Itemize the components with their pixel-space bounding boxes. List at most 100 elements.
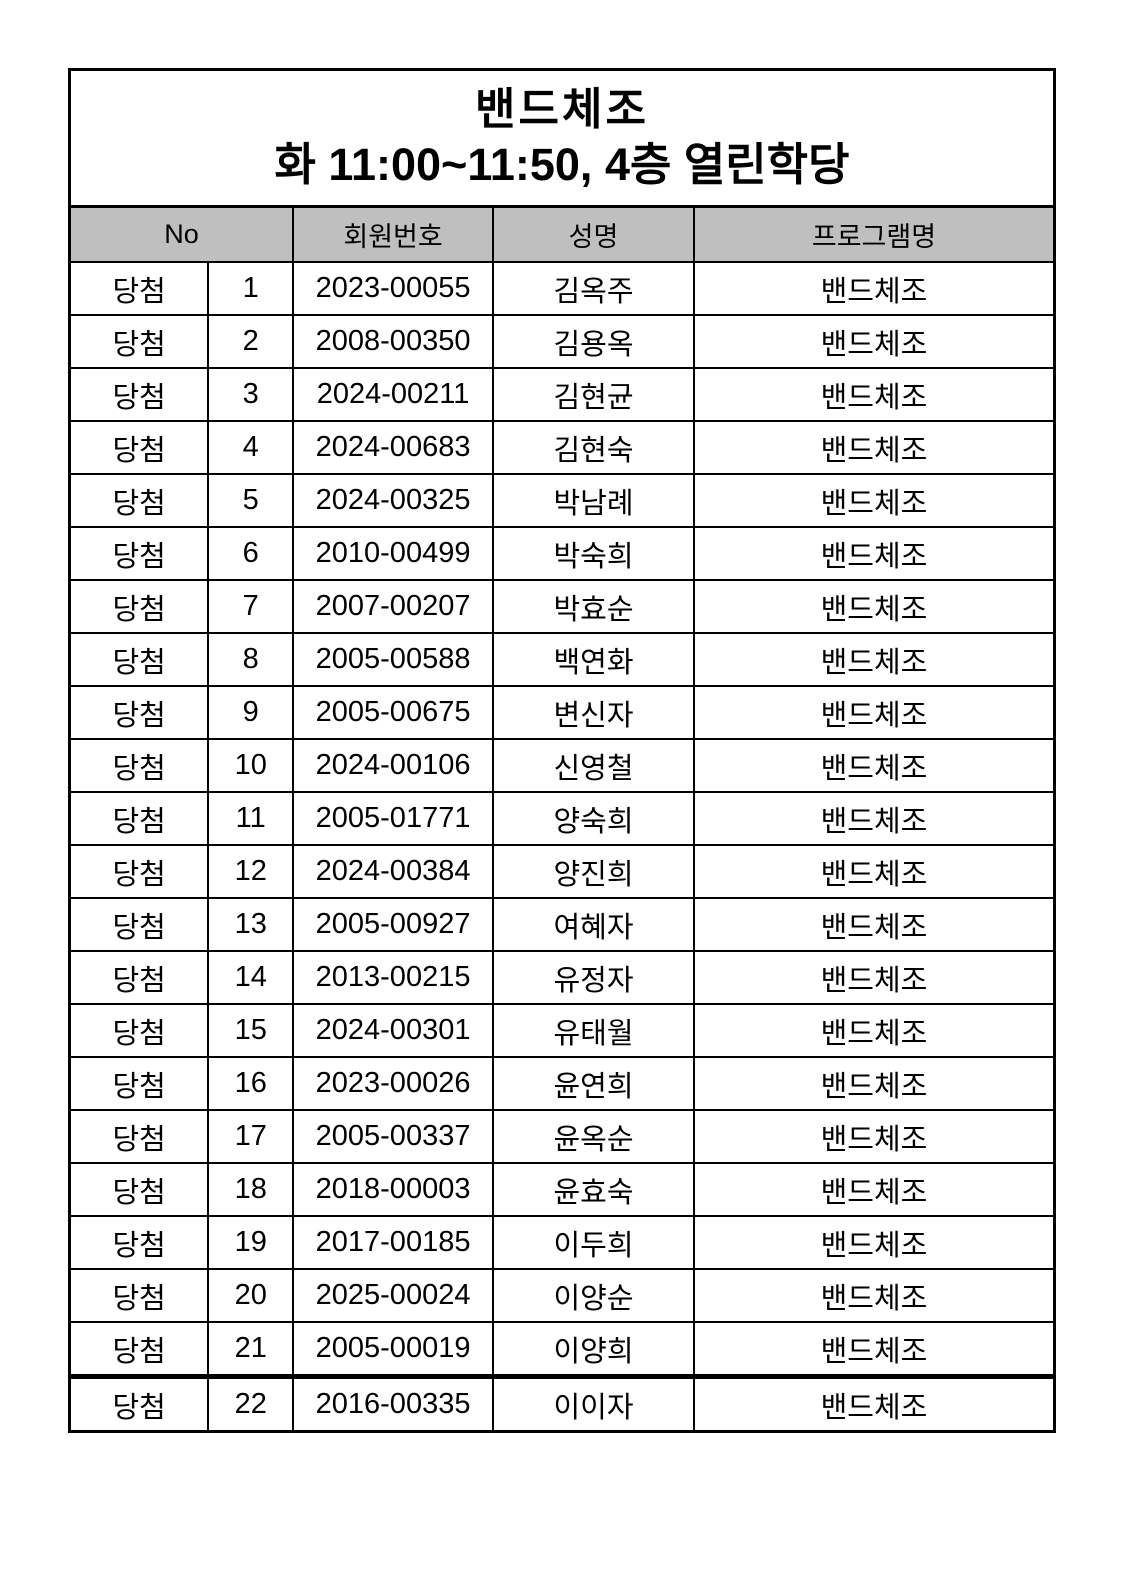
header-name: 성명 bbox=[492, 205, 695, 263]
member-id-cell: 2005-00337 bbox=[292, 1109, 495, 1164]
row-number-cell: 17 bbox=[207, 1109, 295, 1164]
program-name-cell: 밴드체조 bbox=[692, 1003, 1056, 1058]
table-row: 당첨 12 2024-00384 양진희 밴드체조 bbox=[68, 844, 1056, 899]
row-number-cell: 22 bbox=[207, 1374, 295, 1433]
winner-status-cell: 당첨 bbox=[68, 1321, 210, 1378]
program-name-cell: 밴드체조 bbox=[692, 1268, 1056, 1323]
member-id-cell: 2024-00301 bbox=[292, 1003, 495, 1058]
winner-status-cell: 당첨 bbox=[68, 314, 210, 369]
program-name-cell: 밴드체조 bbox=[692, 261, 1056, 316]
winners-table: No 회원번호 성명 프로그램명 당첨 1 2023-00055 김옥주 밴드체… bbox=[68, 205, 1056, 1433]
winner-status-cell: 당첨 bbox=[68, 526, 210, 581]
table-row: 당첨 10 2024-00106 신영철 밴드체조 bbox=[68, 738, 1056, 793]
table-row: 당첨 9 2005-00675 변신자 밴드체조 bbox=[68, 685, 1056, 740]
member-id-cell: 2005-01771 bbox=[292, 791, 495, 846]
member-name-cell: 이양희 bbox=[492, 1321, 695, 1378]
winner-status-cell: 당첨 bbox=[68, 367, 210, 422]
winner-status-cell: 당첨 bbox=[68, 1215, 210, 1270]
member-id-cell: 2008-00350 bbox=[292, 314, 495, 369]
program-name-cell: 밴드체조 bbox=[692, 1162, 1056, 1217]
row-number-cell: 12 bbox=[207, 844, 295, 899]
row-number-cell: 18 bbox=[207, 1162, 295, 1217]
program-name-cell: 밴드체조 bbox=[692, 844, 1056, 899]
table-row: 당첨 4 2024-00683 김현숙 밴드체조 bbox=[68, 420, 1056, 475]
program-name-cell: 밴드체조 bbox=[692, 1109, 1056, 1164]
row-number-cell: 13 bbox=[207, 897, 295, 952]
member-id-cell: 2018-00003 bbox=[292, 1162, 495, 1217]
header-program: 프로그램명 bbox=[692, 205, 1056, 263]
row-number-cell: 21 bbox=[207, 1321, 295, 1378]
member-id-cell: 2025-00024 bbox=[292, 1268, 495, 1323]
row-number-cell: 7 bbox=[207, 579, 295, 634]
member-name-cell: 김용옥 bbox=[492, 314, 695, 369]
row-number-cell: 9 bbox=[207, 685, 295, 740]
winner-status-cell: 당첨 bbox=[68, 1056, 210, 1111]
member-name-cell: 양숙희 bbox=[492, 791, 695, 846]
member-name-cell: 신영철 bbox=[492, 738, 695, 793]
row-number-cell: 10 bbox=[207, 738, 295, 793]
member-id-cell: 2010-00499 bbox=[292, 526, 495, 581]
program-title: 밴드체조 bbox=[475, 85, 649, 135]
table-row: 당첨 8 2005-00588 백연화 밴드체조 bbox=[68, 632, 1056, 687]
member-name-cell: 김옥주 bbox=[492, 261, 695, 316]
header-no: No bbox=[68, 205, 295, 263]
member-id-cell: 2007-00207 bbox=[292, 579, 495, 634]
row-number-cell: 20 bbox=[207, 1268, 295, 1323]
winner-status-cell: 당첨 bbox=[68, 685, 210, 740]
member-id-cell: 2024-00211 bbox=[292, 367, 495, 422]
program-name-cell: 밴드체조 bbox=[692, 1056, 1056, 1111]
winner-status-cell: 당첨 bbox=[68, 1109, 210, 1164]
row-number-cell: 1 bbox=[207, 261, 295, 316]
row-number-cell: 3 bbox=[207, 367, 295, 422]
row-number-cell: 15 bbox=[207, 1003, 295, 1058]
document-page: 밴드체조 화 11:00~11:50, 4층 열린학당 No 회원번호 성명 프… bbox=[68, 68, 1056, 1433]
table-row: 당첨 2 2008-00350 김용옥 밴드체조 bbox=[68, 314, 1056, 369]
row-number-cell: 16 bbox=[207, 1056, 295, 1111]
member-name-cell: 이양순 bbox=[492, 1268, 695, 1323]
winner-status-cell: 당첨 bbox=[68, 420, 210, 475]
program-name-cell: 밴드체조 bbox=[692, 526, 1056, 581]
member-name-cell: 백연화 bbox=[492, 632, 695, 687]
member-id-cell: 2013-00215 bbox=[292, 950, 495, 1005]
program-schedule: 화 11:00~11:50, 4층 열린학당 bbox=[274, 139, 850, 191]
table-row: 당첨 6 2010-00499 박숙희 밴드체조 bbox=[68, 526, 1056, 581]
row-number-cell: 5 bbox=[207, 473, 295, 528]
row-number-cell: 6 bbox=[207, 526, 295, 581]
program-name-cell: 밴드체조 bbox=[692, 685, 1056, 740]
table-row: 당첨 11 2005-01771 양숙희 밴드체조 bbox=[68, 791, 1056, 846]
program-name-cell: 밴드체조 bbox=[692, 791, 1056, 846]
member-id-cell: 2024-00683 bbox=[292, 420, 495, 475]
table-row: 당첨 13 2005-00927 여혜자 밴드체조 bbox=[68, 897, 1056, 952]
program-name-cell: 밴드체조 bbox=[692, 314, 1056, 369]
member-name-cell: 윤효숙 bbox=[492, 1162, 695, 1217]
row-number-cell: 4 bbox=[207, 420, 295, 475]
table-row: 당첨 3 2024-00211 김현균 밴드체조 bbox=[68, 367, 1056, 422]
row-number-cell: 19 bbox=[207, 1215, 295, 1270]
member-id-cell: 2005-00927 bbox=[292, 897, 495, 952]
member-name-cell: 윤옥순 bbox=[492, 1109, 695, 1164]
winner-status-cell: 당첨 bbox=[68, 1003, 210, 1058]
table-title-block: 밴드체조 화 11:00~11:50, 4층 열린학당 bbox=[68, 68, 1056, 205]
table-row: 당첨 19 2017-00185 이두희 밴드체조 bbox=[68, 1215, 1056, 1270]
winner-status-cell: 당첨 bbox=[68, 1268, 210, 1323]
member-name-cell: 박숙희 bbox=[492, 526, 695, 581]
header-row: No 회원번호 성명 프로그램명 bbox=[68, 205, 1056, 263]
table-row: 당첨 15 2024-00301 유태월 밴드체조 bbox=[68, 1003, 1056, 1058]
winner-status-cell: 당첨 bbox=[68, 844, 210, 899]
member-name-cell: 유정자 bbox=[492, 950, 695, 1005]
program-name-cell: 밴드체조 bbox=[692, 1215, 1056, 1270]
member-name-cell: 변신자 bbox=[492, 685, 695, 740]
program-name-cell: 밴드체조 bbox=[692, 632, 1056, 687]
winner-status-cell: 당첨 bbox=[68, 1162, 210, 1217]
member-id-cell: 2005-00019 bbox=[292, 1321, 495, 1378]
member-name-cell: 이이자 bbox=[492, 1374, 695, 1433]
winner-status-cell: 당첨 bbox=[68, 791, 210, 846]
program-name-cell: 밴드체조 bbox=[692, 579, 1056, 634]
member-id-cell: 2023-00055 bbox=[292, 261, 495, 316]
row-number-cell: 8 bbox=[207, 632, 295, 687]
row-number-cell: 11 bbox=[207, 791, 295, 846]
program-name-cell: 밴드체조 bbox=[692, 1374, 1056, 1433]
member-name-cell: 윤연희 bbox=[492, 1056, 695, 1111]
winner-status-cell: 당첨 bbox=[68, 897, 210, 952]
member-id-cell: 2005-00675 bbox=[292, 685, 495, 740]
